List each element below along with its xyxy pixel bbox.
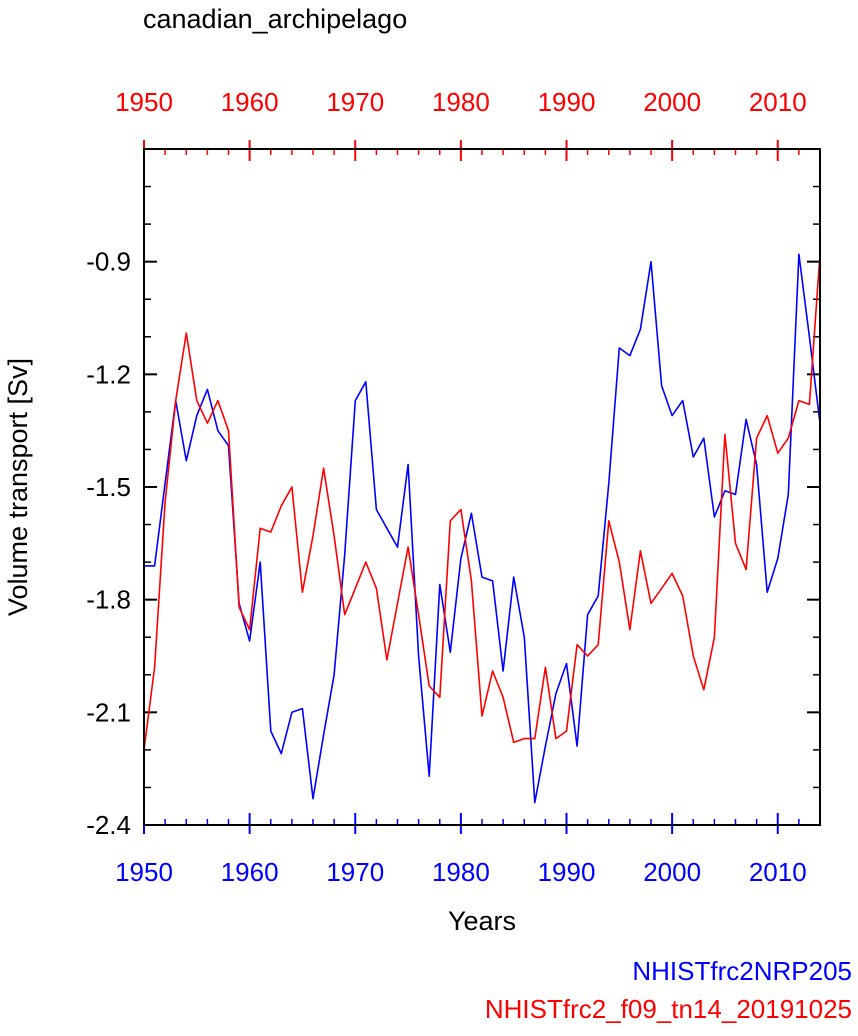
legend-series-blue: NHISTfrc2NRP205 xyxy=(632,956,852,986)
x-tick-label-top: 2010 xyxy=(749,87,807,117)
x-tick-label-top: 2000 xyxy=(643,87,701,117)
x-tick-label-bottom: 2010 xyxy=(749,857,807,887)
y-tick-label: -1.5 xyxy=(86,472,131,502)
chart-title: canadian_archipelago xyxy=(143,4,408,34)
y-tick-label: -0.9 xyxy=(86,247,131,277)
y-axis-label: Volume transport [Sv] xyxy=(3,358,33,616)
x-tick-label-top: 1950 xyxy=(115,87,173,117)
x-tick-label-bottom: 1990 xyxy=(538,857,596,887)
labels-layer: 1950 1950 1960 1960 1970 1970 1980 1980 1990 1990… xyxy=(86,87,806,887)
x-tick-label-bottom: 1960 xyxy=(221,857,279,887)
ticks-layer xyxy=(143,140,821,834)
x-tick-label-top: 1970 xyxy=(326,87,384,117)
x-axis-label: Years xyxy=(448,906,516,936)
x-tick-label-bottom: 2000 xyxy=(643,857,701,887)
y-tick-label: -1.2 xyxy=(86,359,131,389)
series-line-blue xyxy=(144,253,821,804)
legend-series-red: NHISTfrc2_f09_tn14_20191025 xyxy=(484,994,852,1024)
x-tick-label-top: 1960 xyxy=(221,87,279,117)
x-tick-label-bottom: 1970 xyxy=(326,857,384,887)
x-tick-label-bottom: 1950 xyxy=(115,857,173,887)
series-layer xyxy=(143,253,821,804)
x-tick-label-top: 1990 xyxy=(538,87,596,117)
x-tick-label-bottom: 1980 xyxy=(432,857,490,887)
plot-frame xyxy=(143,148,821,826)
y-tick-label: -2.1 xyxy=(86,697,131,727)
x-tick-label-top: 1980 xyxy=(432,87,490,117)
y-tick-label: -2.4 xyxy=(86,810,131,840)
y-tick-label: -1.8 xyxy=(86,585,131,615)
series-line-red xyxy=(143,254,821,751)
